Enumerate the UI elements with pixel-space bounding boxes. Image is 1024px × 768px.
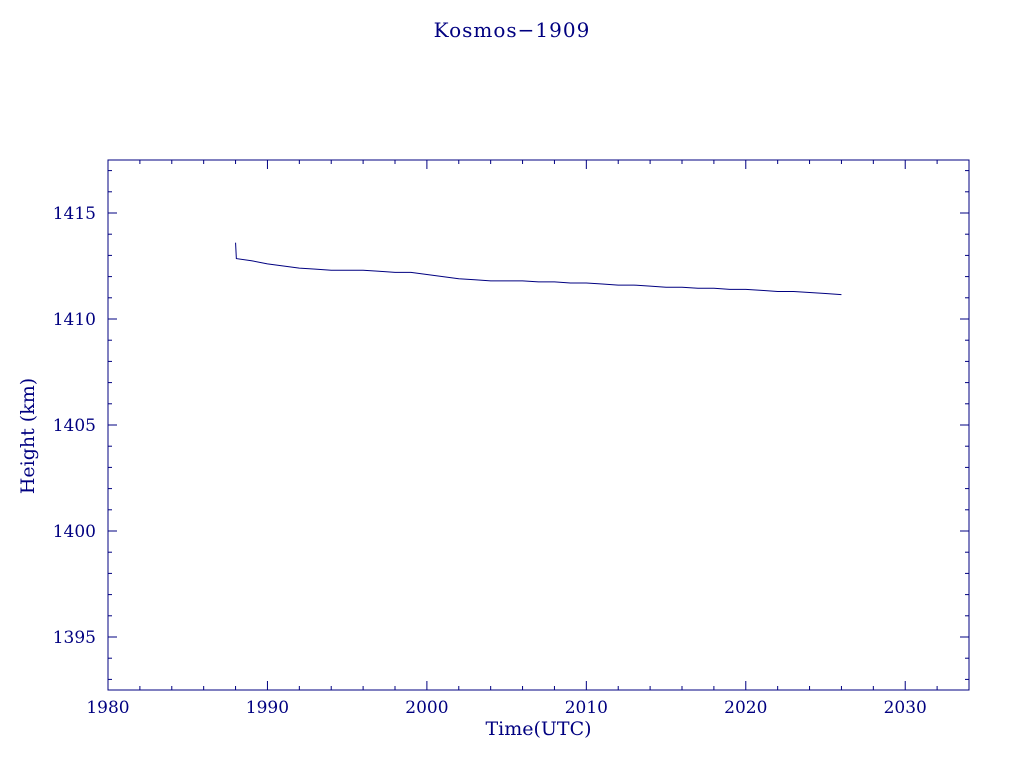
x-tick-label: 2010 [565, 698, 608, 718]
y-tick-label: 1400 [53, 522, 96, 542]
x-tick-label: 2000 [405, 698, 448, 718]
x-axis-label: Time(UTC) [485, 718, 592, 740]
data-line-orbital-height [235, 242, 842, 296]
y-tick-label: 1410 [53, 310, 96, 330]
y-tick-label: 1415 [53, 204, 96, 224]
plot-frame [107, 159, 970, 691]
y-tick-label: 1405 [53, 416, 96, 436]
chart-title: Kosmos−1909 [433, 18, 591, 42]
x-tick-label: 1990 [246, 698, 289, 718]
x-tick-label: 1980 [86, 698, 129, 718]
x-tick-label: 2030 [884, 698, 927, 718]
x-tick-label: 2020 [724, 698, 767, 718]
y-tick-label: 1395 [53, 628, 96, 648]
y-axis-label: Height (km) [17, 377, 39, 495]
